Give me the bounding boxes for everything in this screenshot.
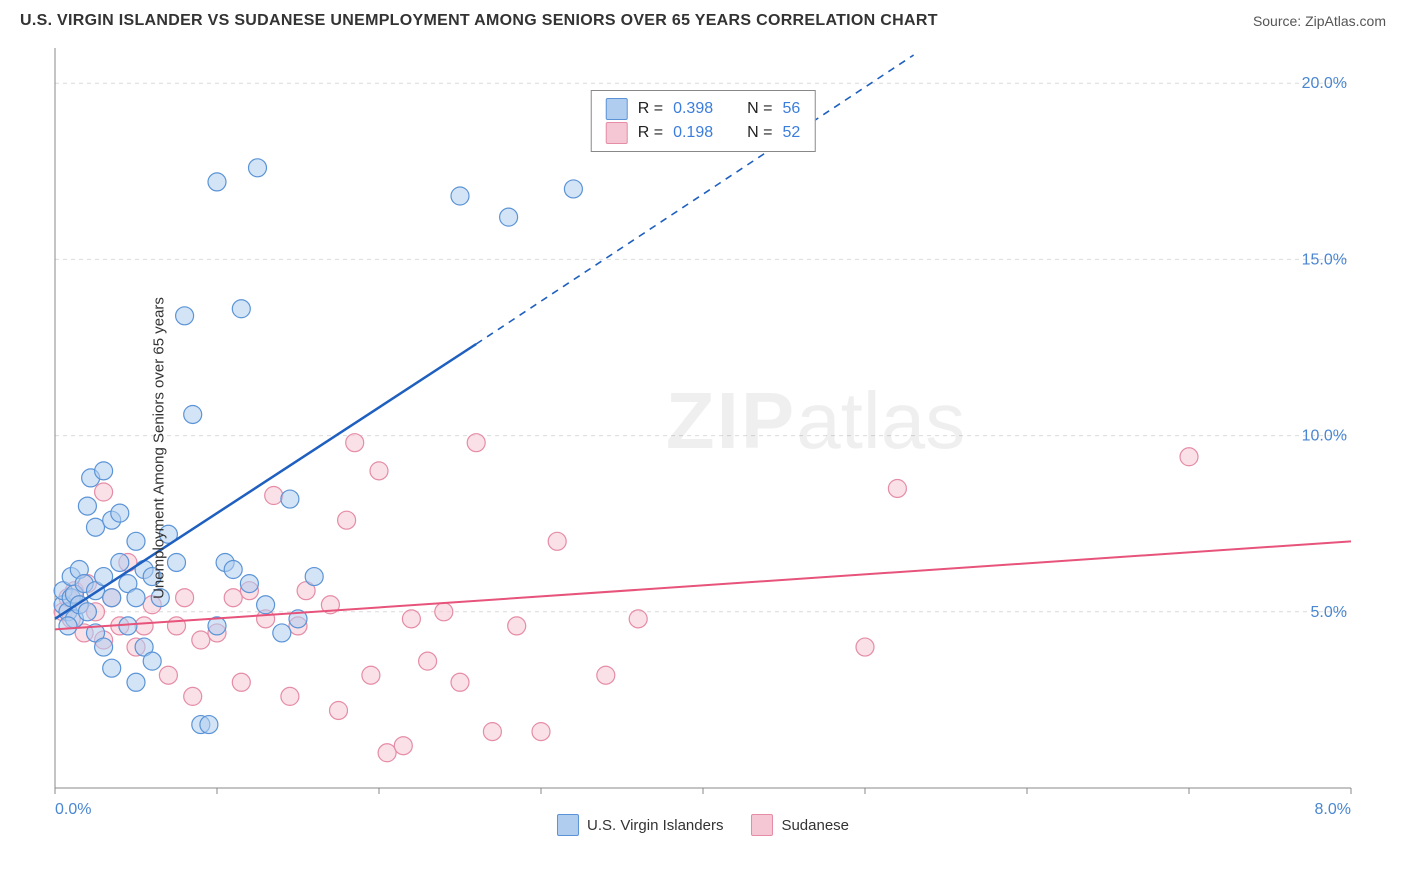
stats-row-series1: R = 0.398 N = 56 (606, 97, 801, 121)
legend-item-series1: U.S. Virgin Islanders (557, 814, 723, 836)
svg-text:10.0%: 10.0% (1302, 428, 1347, 445)
stats-swatch-series2 (606, 122, 628, 144)
chart-area: ZIPatlas 0.0% 8.0% 5.0% 10.0% 15.0% 20.0% Unem… (0, 38, 1406, 858)
bottom-legend: U.S. Virgin Islanders Sudanese (557, 814, 849, 836)
r-label-1: R = (638, 97, 663, 121)
stats-swatch-series1 (606, 98, 628, 120)
legend-label-series1: U.S. Virgin Islanders (587, 817, 723, 834)
svg-text:5.0%: 5.0% (1311, 604, 1347, 621)
svg-text:0.0%: 0.0% (55, 801, 91, 818)
legend-label-series2: Sudanese (781, 817, 849, 834)
legend-swatch-series2 (751, 814, 773, 836)
stats-row-series2: R = 0.198 N = 52 (606, 121, 801, 145)
chart-source: Source: ZipAtlas.com (1253, 13, 1386, 29)
chart-header: U.S. VIRGIN ISLANDER VS SUDANESE UNEMPLO… (0, 0, 1406, 38)
scatter-svg: ZIPatlas 0.0% 8.0% 5.0% 10.0% 15.0% 20.0% (0, 38, 1406, 858)
n-value-2: 52 (782, 121, 800, 145)
r-value-1: 0.398 (673, 97, 713, 121)
svg-text:15.0%: 15.0% (1302, 251, 1347, 268)
r-label-2: R = (638, 121, 663, 145)
legend-swatch-series1 (557, 814, 579, 836)
chart-title: U.S. VIRGIN ISLANDER VS SUDANESE UNEMPLO… (20, 12, 938, 30)
n-label-2: N = (747, 121, 772, 145)
svg-text:20.0%: 20.0% (1302, 75, 1347, 92)
stats-legend-box: R = 0.398 N = 56 R = 0.198 N = 52 (591, 90, 816, 152)
svg-text:ZIPatlas: ZIPatlas (666, 376, 965, 465)
r-value-2: 0.198 (673, 121, 713, 145)
y-axis-label: Unemployment Among Seniors over 65 years (150, 297, 167, 599)
legend-item-series2: Sudanese (751, 814, 849, 836)
svg-text:8.0%: 8.0% (1315, 801, 1351, 818)
n-value-1: 56 (782, 97, 800, 121)
n-label-1: N = (747, 97, 772, 121)
